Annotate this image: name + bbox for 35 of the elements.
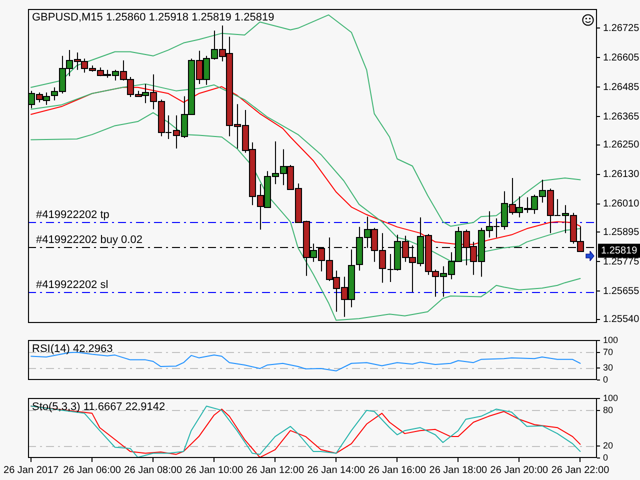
x-tick-label: 26 Jan 20:00: [490, 464, 549, 476]
annotation: 1.25819: [601, 246, 638, 257]
y-tick-label: 0: [603, 374, 608, 384]
y-tick-label: 1.25775: [603, 256, 640, 268]
y-tick-label: 100: [603, 392, 618, 403]
y-tick-label: 1.26605: [603, 52, 640, 64]
y-tick-label: 1.25655: [603, 286, 640, 297]
ref-line-label: #419922202 sl: [36, 279, 108, 292]
x-tick-label: 26 Jan 08:00: [124, 464, 182, 476]
x-tick-label: 26 Jan 18:00: [429, 464, 488, 476]
y-tick-label: 70: [603, 346, 614, 357]
y-tick-label: 1.26010: [603, 198, 640, 210]
y-tick-label: 1.26365: [603, 111, 640, 122]
y-tick-label: 1.26485: [603, 82, 640, 93]
x-tick-label: 26 Jan 06:00: [63, 464, 122, 476]
x-tick-label: 26 Jan 16:00: [368, 464, 427, 476]
x-tick-label: 26 Jan 10:00: [185, 464, 244, 476]
y-tick-label: 1.26725: [603, 22, 640, 34]
y-tick-label: 80: [603, 404, 614, 415]
chart-title: RSI(14) 42.2963: [32, 342, 113, 355]
chart-title: GBPUSD,M15 1.25860 1.25918 1.25819 1.25819: [32, 12, 274, 24]
ref-line-label: #419922202 tp: [36, 209, 110, 222]
x-tick-label: 26 Jan 14:00: [307, 464, 366, 476]
y-tick-label: 0: [603, 452, 608, 462]
y-tick-label: 20: [603, 440, 614, 451]
y-tick-label: 30: [603, 362, 614, 373]
x-tick-label: 26 Jan 12:00: [246, 464, 304, 476]
y-tick-label: 1.25895: [603, 226, 640, 238]
y-tick-label: 1.26250: [603, 140, 640, 151]
x-tick-label: 26 Jan 2017: [4, 464, 60, 476]
y-tick-label: 100: [603, 334, 618, 345]
y-tick-label: 1.26130: [603, 169, 640, 180]
ref-line-label: #419922202 buy 0.02: [36, 234, 142, 246]
x-tick-label: 26 Jan 22:00: [551, 464, 610, 476]
y-tick-label: 1.25540: [603, 314, 640, 326]
